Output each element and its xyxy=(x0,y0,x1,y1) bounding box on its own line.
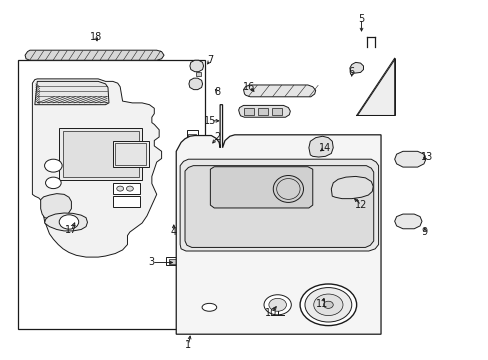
Polygon shape xyxy=(243,85,315,97)
Circle shape xyxy=(126,186,133,191)
Polygon shape xyxy=(330,176,372,199)
Bar xyxy=(186,130,197,144)
Bar xyxy=(258,108,267,116)
Polygon shape xyxy=(238,105,290,117)
Text: 2: 2 xyxy=(214,132,221,142)
Polygon shape xyxy=(189,60,203,72)
Text: 13: 13 xyxy=(420,152,432,162)
Polygon shape xyxy=(180,159,378,251)
Bar xyxy=(244,108,254,116)
Polygon shape xyxy=(394,214,421,229)
Bar xyxy=(168,259,177,264)
Polygon shape xyxy=(176,105,380,334)
Text: 8: 8 xyxy=(214,87,220,97)
Ellipse shape xyxy=(202,303,216,311)
Circle shape xyxy=(268,298,286,311)
Bar xyxy=(115,143,145,165)
Polygon shape xyxy=(188,78,202,90)
Polygon shape xyxy=(356,58,394,116)
Bar xyxy=(113,140,149,167)
Polygon shape xyxy=(44,213,87,231)
Text: 18: 18 xyxy=(89,32,102,41)
Bar xyxy=(166,257,180,265)
Bar xyxy=(195,72,200,76)
Circle shape xyxy=(300,284,356,325)
Text: 1: 1 xyxy=(185,340,191,350)
Bar xyxy=(18,60,205,329)
Text: 10: 10 xyxy=(264,308,277,318)
Bar xyxy=(188,134,195,143)
Text: 7: 7 xyxy=(207,55,213,65)
Text: 5: 5 xyxy=(358,14,364,24)
Polygon shape xyxy=(35,81,109,105)
Polygon shape xyxy=(210,167,312,208)
Text: 4: 4 xyxy=(170,227,177,237)
Bar xyxy=(113,183,140,194)
Polygon shape xyxy=(25,50,163,60)
Text: 14: 14 xyxy=(318,143,330,153)
Text: 11: 11 xyxy=(316,299,328,309)
Polygon shape xyxy=(41,194,71,219)
Text: 17: 17 xyxy=(65,225,78,235)
Text: 6: 6 xyxy=(348,67,354,77)
Bar xyxy=(271,108,281,116)
Polygon shape xyxy=(394,151,425,167)
Circle shape xyxy=(59,215,79,229)
Text: 12: 12 xyxy=(355,200,367,210)
Bar xyxy=(59,128,142,180)
Bar xyxy=(63,131,139,177)
Polygon shape xyxy=(308,136,332,157)
Text: 9: 9 xyxy=(421,227,427,237)
Polygon shape xyxy=(184,166,373,247)
Circle shape xyxy=(45,177,61,189)
Text: 15: 15 xyxy=(204,116,216,126)
Circle shape xyxy=(323,301,332,309)
Polygon shape xyxy=(349,62,363,73)
Circle shape xyxy=(44,159,62,172)
Polygon shape xyxy=(32,79,161,257)
Circle shape xyxy=(117,186,123,191)
Text: 3: 3 xyxy=(148,257,155,267)
Bar xyxy=(113,196,140,207)
Text: 16: 16 xyxy=(243,82,255,92)
Circle shape xyxy=(264,295,291,315)
Circle shape xyxy=(305,288,351,322)
Circle shape xyxy=(313,294,342,316)
